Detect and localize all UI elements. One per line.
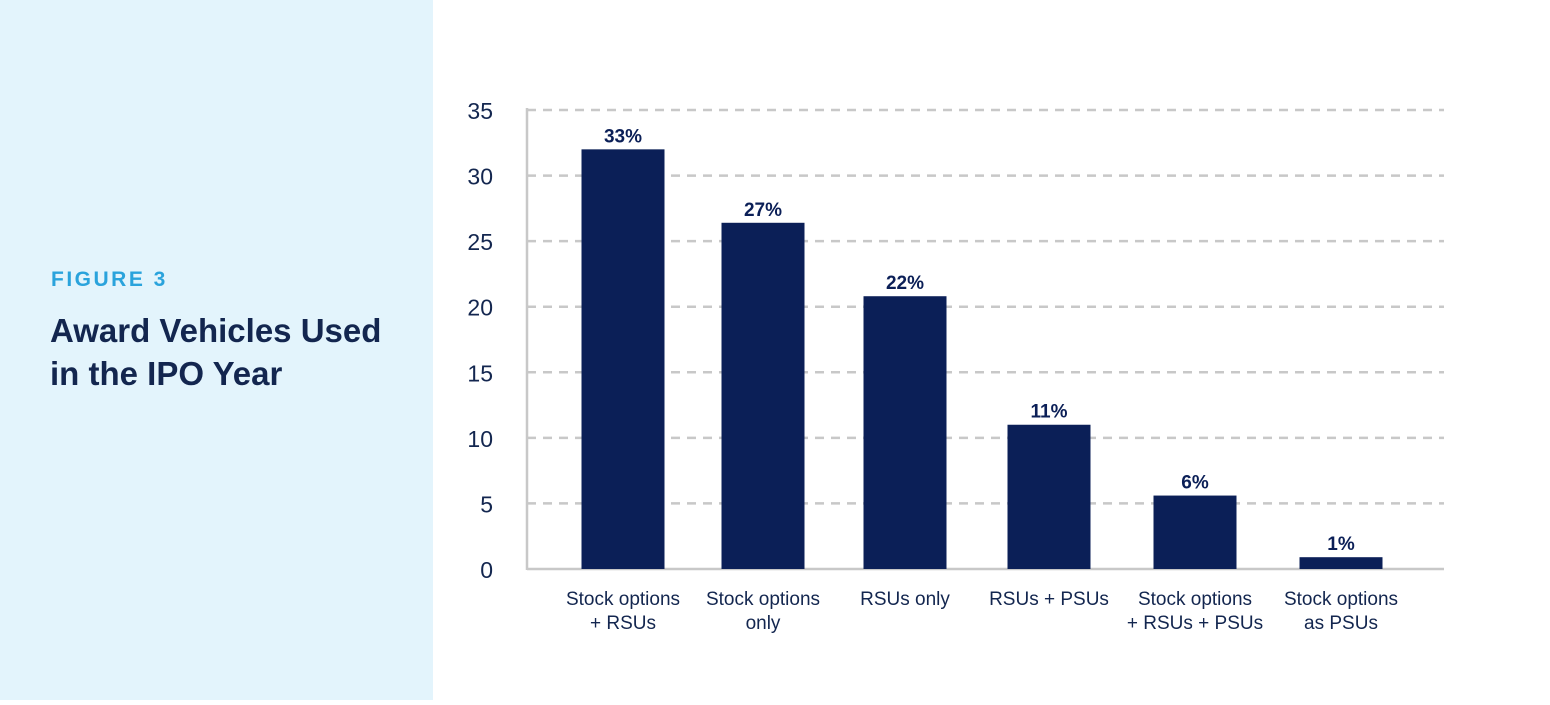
y-tick-label: 0 (480, 557, 493, 583)
bar (1007, 424, 1091, 569)
bar (1153, 495, 1237, 569)
bars (581, 149, 1383, 570)
x-tick-label: Stock options as PSUs (1284, 589, 1398, 634)
bar (1299, 557, 1383, 569)
bar (721, 222, 805, 570)
bar-data-label: 6% (1181, 473, 1209, 494)
y-tick-label: 35 (467, 98, 493, 124)
x-tick-label-line: only (746, 613, 781, 634)
bar-data-label: 33% (604, 126, 642, 147)
x-tick-labels: Stock options + RSUs Stock options only RSUs… (566, 589, 1398, 634)
bar (863, 296, 947, 569)
x-tick-label-line: Stock options (706, 589, 820, 610)
x-tick-label-line: RSUs only (860, 589, 950, 610)
data-labels: 33% 27% 22% 11% 6% 1% (604, 126, 1355, 555)
y-tick-labels: 0 5 10 15 20 25 30 35 (467, 98, 493, 583)
bar-data-label: 27% (744, 200, 782, 221)
bar-chart: 0 5 10 15 20 25 30 35 33% 27% 22% 11% 6% 1% Stock op… (467, 98, 1444, 634)
axes (525, 108, 1444, 571)
figure-title: Award Vehicles Used in the IPO Year (50, 309, 420, 395)
x-tick-label-line: Stock options (566, 589, 680, 610)
x-tick-label: Stock options + RSUs (566, 589, 680, 634)
x-tick-label-line: RSUs + PSUs (989, 589, 1109, 610)
y-tick-label: 5 (480, 491, 493, 517)
x-tick-label-line: + RSUs + PSUs (1127, 613, 1263, 634)
y-tick-label: 15 (467, 360, 493, 386)
y-tick-label: 25 (467, 229, 493, 255)
figure-title-line-2: in the IPO Year (50, 355, 283, 392)
bar-data-label: 22% (886, 273, 924, 294)
chart-area: 0 5 10 15 20 25 30 35 33% 27% 22% 11% 6% 1% Stock op… (433, 0, 1550, 700)
figure-title-line-1: Award Vehicles Used (50, 312, 382, 349)
x-tick-label: Stock options + RSUs + PSUs (1127, 589, 1263, 634)
y-tick-label: 30 (467, 164, 493, 190)
x-tick-label-line: Stock options (1284, 589, 1398, 610)
x-tick-label: Stock options only (706, 589, 820, 634)
x-tick-label: RSUs only (860, 589, 950, 610)
bar (581, 149, 665, 570)
x-tick-label-line: Stock options (1138, 589, 1252, 610)
y-tick-label: 10 (467, 426, 493, 452)
x-tick-label-line: + RSUs (590, 613, 656, 634)
gridlines (527, 108, 1444, 505)
x-tick-label-line: as PSUs (1304, 613, 1378, 634)
x-tick-label: RSUs + PSUs (989, 589, 1109, 610)
bar-data-label: 1% (1327, 534, 1355, 555)
figure-side-panel: FIGURE 3 Award Vehicles Used in the IPO … (0, 0, 433, 700)
y-tick-label: 20 (467, 295, 493, 321)
figure-number-label: FIGURE 3 (51, 268, 168, 291)
bar-data-label: 11% (1031, 402, 1068, 423)
